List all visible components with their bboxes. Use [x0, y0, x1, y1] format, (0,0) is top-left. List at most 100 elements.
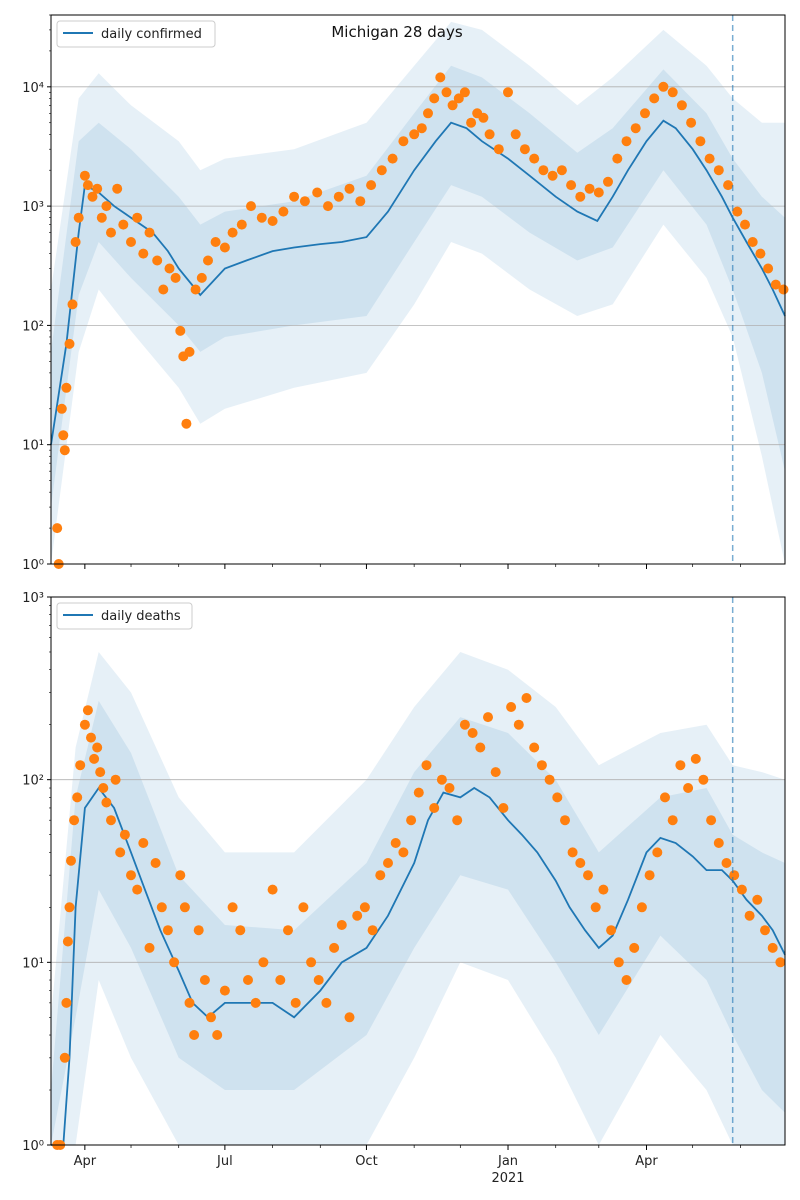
legend-label-deaths: daily deaths [101, 609, 181, 624]
data-point [69, 815, 80, 826]
data-point [567, 847, 578, 858]
data-point [683, 783, 694, 793]
data-point [227, 902, 238, 913]
data-point [175, 870, 186, 881]
data-point [459, 87, 470, 98]
legend-box [56, 20, 216, 48]
legend-label-confirmed: daily confirmed [101, 27, 202, 42]
data-point [775, 957, 786, 968]
data-point [547, 170, 558, 181]
data-point [529, 742, 540, 753]
data-point [101, 201, 112, 212]
x-tick-label: Jul [216, 1154, 233, 1169]
data-point [66, 855, 76, 866]
data-point [538, 165, 549, 176]
data-point [752, 894, 763, 905]
data-point [236, 219, 247, 230]
data-point [416, 123, 427, 134]
data-point [70, 237, 81, 247]
y-tick-label: 10⁰ [22, 558, 44, 573]
data-point [158, 284, 169, 295]
data-point [566, 180, 577, 191]
data-point [376, 165, 387, 176]
data-point [770, 279, 781, 290]
data-point [352, 910, 363, 921]
data-point [110, 774, 121, 785]
data-point [429, 93, 440, 104]
deaths-plot-frame [50, 596, 786, 1146]
data-point [640, 108, 650, 119]
data-point [649, 93, 660, 104]
data-point [367, 925, 378, 936]
data-point [333, 191, 344, 202]
y-tick-label: 10³ [22, 591, 44, 606]
data-point [398, 847, 409, 858]
data-point [323, 201, 333, 212]
deaths-x-axis: Apr Jul Oct Jan Apr 2021 [74, 1145, 741, 1186]
confirmed-points [52, 72, 789, 569]
data-point [740, 219, 750, 230]
data-point [423, 108, 433, 119]
data-point [721, 858, 732, 868]
data-point [132, 884, 143, 895]
data-point [118, 219, 129, 230]
data-point [736, 884, 747, 895]
data-point [278, 206, 289, 217]
data-point [212, 1030, 223, 1040]
data-point [119, 829, 130, 840]
data-point [184, 997, 195, 1008]
data-point [152, 255, 163, 266]
data-point [283, 925, 293, 936]
data-point [698, 774, 709, 785]
data-point [170, 272, 181, 283]
data-point [235, 925, 246, 936]
data-point [59, 445, 70, 456]
data-point [132, 212, 143, 223]
deaths-legend: daily deaths [56, 602, 193, 630]
uncertainty-band [51, 652, 785, 1145]
data-point [312, 187, 323, 198]
data-point [503, 87, 513, 98]
data-point [409, 129, 420, 140]
data-point [87, 191, 98, 202]
data-point [329, 942, 340, 953]
data-point [355, 196, 366, 207]
data-point [421, 760, 432, 771]
data-point [58, 430, 69, 441]
data-point [219, 242, 230, 253]
data-point [675, 760, 686, 771]
data-point [196, 272, 207, 283]
data-point [513, 719, 524, 730]
data-point [164, 263, 175, 274]
y-tick-label: 10¹ [22, 956, 44, 971]
data-point [126, 870, 136, 881]
legend-box [56, 602, 193, 630]
data-point [413, 787, 424, 798]
data-point [506, 702, 517, 712]
data-point [583, 870, 593, 881]
data-point [138, 248, 149, 259]
data-point [106, 815, 116, 826]
data-point [519, 144, 530, 155]
daily-confirmed-panel: 10⁰ 10¹ 10² 10³ 10⁴ daily confirmed Michigan… [22, 14, 789, 573]
y-tick-label: 10³ [22, 200, 44, 215]
data-point [190, 284, 201, 295]
data-point [483, 712, 493, 723]
data-point [690, 753, 701, 764]
data-point [92, 183, 103, 194]
y-tick-label: 10² [22, 319, 44, 334]
data-point [210, 237, 221, 247]
data-point [552, 792, 563, 803]
data-point [79, 719, 90, 730]
data-point [359, 902, 370, 913]
data-point [82, 180, 93, 191]
data-point [436, 774, 447, 785]
data-point [79, 170, 90, 181]
data-point [250, 997, 261, 1008]
data-point [429, 803, 440, 813]
data-point [175, 325, 186, 336]
x-tick-label: Oct [355, 1154, 377, 1169]
data-point [313, 975, 324, 985]
data-point [275, 975, 286, 985]
